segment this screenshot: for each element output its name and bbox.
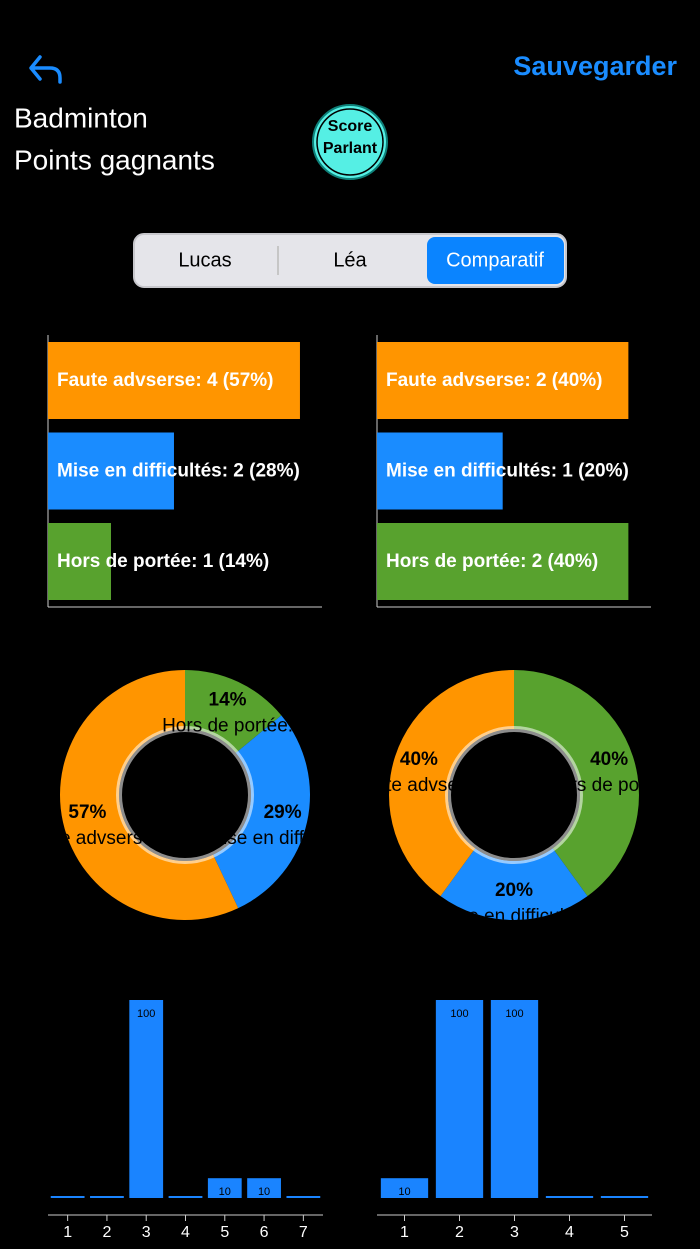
segment-label[interactable]: Lucas [178,249,231,271]
x-tick-label: 5 [620,1224,629,1241]
donut-slice [514,670,639,897]
badge-text: Score [328,118,373,135]
bar [435,1000,484,1198]
badge-ring [316,108,384,176]
slice-value-label: 20% [495,880,533,901]
bar [286,1196,321,1198]
bar [377,432,503,510]
back-icon[interactable] [29,55,62,84]
donut-slice [389,670,514,897]
bar [48,432,174,510]
subtitle: Points gagnants [14,144,215,175]
x-tick-label: 1 [400,1224,409,1241]
x-tick-label: 3 [510,1224,519,1241]
donut-slice [60,670,239,920]
x-tick-label: 4 [565,1224,574,1241]
bar [90,1196,124,1198]
badge-text: Parlant [323,140,378,157]
x-tick-label: 7 [299,1224,308,1241]
bar [600,1196,649,1198]
bar [377,342,629,419]
bar-label: Hors de portée: 1 (14%) [57,551,269,572]
bar [48,342,300,419]
x-tick-label: 6 [260,1224,269,1241]
x-tick-label: 2 [455,1224,464,1241]
x-tick-label: 5 [220,1224,229,1241]
x-tick-label: 1 [63,1224,72,1241]
bar-value-label: 10 [219,1186,231,1198]
save-button[interactable]: Sauvegarder [513,51,677,81]
bar [129,1000,164,1198]
bar [50,1196,85,1198]
donut-slice [213,715,310,909]
bar [380,1178,429,1198]
slice-value-label: 40% [590,749,628,770]
donut-hole-ring [116,726,254,864]
segmented-control: Lucas Léa Comparatif [133,233,567,288]
bar-label: Faute advserse: 4 (57%) [57,370,274,391]
slice-category-label: Faute advserse [22,828,153,849]
bar-value-label: 100 [137,1008,155,1020]
slice-value-label: 29% [264,802,302,823]
bar-label: Hors de portée: 2 (40%) [386,551,598,572]
bar-value-label: 10 [398,1186,410,1198]
x-tick-label: 2 [102,1224,111,1241]
bar [48,523,111,600]
slice-category-label: Hors de portée [546,775,672,796]
bar-value-label: 10 [258,1186,270,1198]
bar [377,523,629,600]
title: Badminton [14,102,148,133]
bar [168,1196,203,1198]
x-tick-label: 4 [181,1224,190,1241]
bar [247,1178,281,1198]
bar-label: Faute advserse: 2 (40%) [386,370,603,391]
slice-category-label: Mise en difficultés [207,828,358,849]
slice-category-label: Hors de portée: [162,716,293,737]
bar-value-label: 100 [450,1008,468,1020]
donut-hole-ring [445,726,583,864]
donut-slice [440,848,588,920]
bar [207,1178,242,1198]
x-tick-label: 3 [142,1224,151,1241]
bar [490,1000,539,1198]
back-button[interactable] [29,55,62,84]
bar [545,1196,594,1198]
badge[interactable] [312,104,388,180]
bar-label: Mise en difficultés: 2 (28%) [57,461,300,482]
slice-value-label: 14% [209,690,247,711]
segment-label[interactable]: Comparatif [446,249,544,271]
bar-value-label: 100 [505,1008,523,1020]
bar-label: Mise en difficultés: 1 (20%) [386,461,629,482]
slice-category-label: Faute advserse [353,775,484,796]
segment-selected[interactable] [427,237,564,284]
segment-label[interactable]: Léa [333,249,367,271]
slice-value-label: 40% [400,749,438,770]
slice-value-label: 57% [68,802,106,823]
